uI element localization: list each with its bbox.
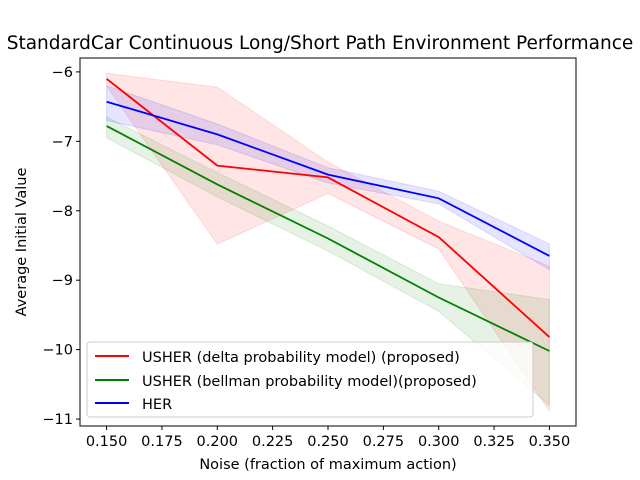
line-bellman — [106, 125, 550, 352]
legend-label-bellman: USHER (bellman probability model)(propos… — [142, 374, 477, 390]
x-tick-label: 0.350 — [529, 434, 571, 450]
x-tick-label: 0.325 — [473, 434, 515, 450]
chart-title: StandardCar Continuous Long/Short Path E… — [7, 33, 634, 54]
x-tick-label: 0.300 — [418, 434, 460, 450]
y-tick-label: −9 — [52, 273, 73, 289]
line-her — [106, 100, 550, 257]
legend: USHER (delta probability model) (propose… — [86, 341, 534, 418]
x-tick-label: 0.225 — [252, 434, 294, 450]
y-tick-label: −10 — [42, 343, 73, 359]
y-tick-label: −6 — [52, 65, 73, 81]
legend-label-delta: USHER (delta probability model) (propose… — [142, 350, 460, 366]
y-axis-label: Average Initial Value — [14, 168, 30, 317]
band-delta — [106, 72, 550, 413]
line-delta — [106, 78, 551, 338]
legend-box — [86, 341, 534, 418]
y-axis-ticks: −6 −7 −8 −9 −10 −11 — [42, 65, 80, 428]
x-tick-label: 0.275 — [363, 434, 405, 450]
x-tick-label: 0.200 — [197, 434, 239, 450]
legend-label-her: HER — [142, 397, 172, 413]
x-axis-ticks: 0.150 0.175 0.200 0.225 0.250 0.275 0.300 0.325… — [86, 426, 570, 450]
x-tick-label: 0.150 — [86, 434, 128, 450]
band-bellman — [106, 116, 550, 407]
y-tick-label: −11 — [42, 412, 73, 428]
series-lines — [106, 78, 551, 352]
y-tick-label: −8 — [52, 204, 73, 220]
x-tick-label: 0.175 — [141, 434, 183, 450]
x-tick-label: 0.250 — [307, 434, 349, 450]
x-axis-label: Noise (fraction of maximum action) — [199, 457, 456, 473]
y-tick-label: −7 — [52, 134, 73, 150]
